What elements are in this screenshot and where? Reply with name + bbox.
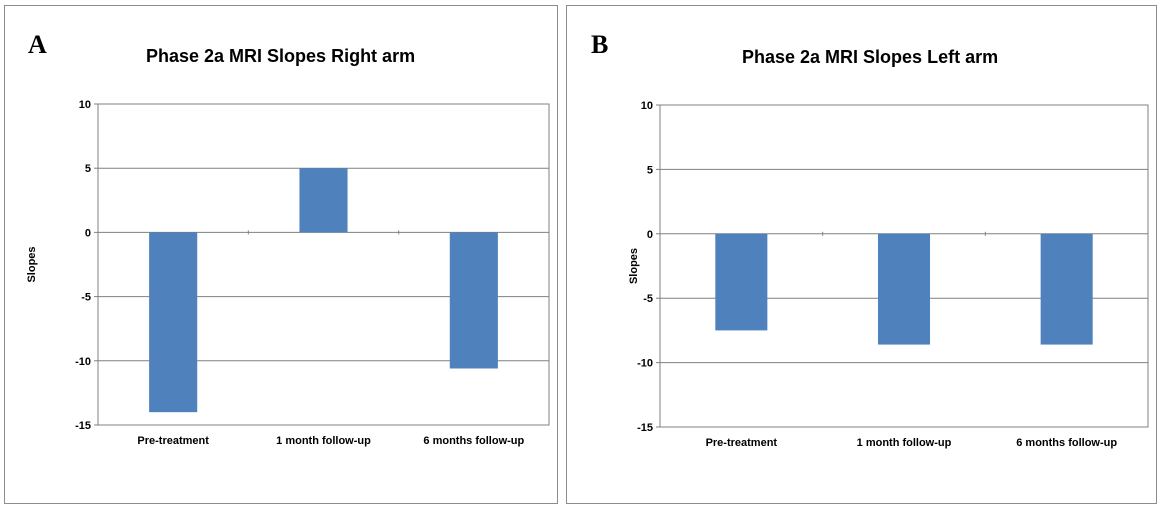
x-tick-label: 1 month follow-up bbox=[857, 437, 952, 449]
y-tick-label: 5 bbox=[647, 164, 653, 176]
y-axis-title: Slopes bbox=[628, 248, 640, 284]
chart-title-a: Phase 2a MRI Slopes Right arm bbox=[146, 46, 416, 66]
x-tick-label: 6 months follow-up bbox=[423, 435, 524, 447]
chart-plot-b: 10 5 0 -5 -10 -15 Slopes Pre-treatment 1 month f… bbox=[628, 100, 1149, 449]
chart-panel-a: A Phase 2a MRI Slopes Right arm 10 5 0 -5 -1… bbox=[4, 5, 558, 504]
x-tick-label: 1 month follow-up bbox=[276, 435, 371, 447]
bar bbox=[1040, 233, 1093, 345]
y-tick-label: 0 bbox=[85, 227, 91, 239]
y-axis-title: Slopes bbox=[26, 246, 38, 282]
panel-label-a: A bbox=[28, 30, 47, 59]
x-tick-label: Pre-treatment bbox=[706, 437, 778, 449]
x-tick-label: 6 months follow-up bbox=[1016, 437, 1117, 449]
chart-panel-b: B Phase 2a MRI Slopes Left arm 10 5 0 -5 -10… bbox=[566, 5, 1157, 504]
y-tick-label: -10 bbox=[75, 356, 91, 368]
y-tick-label: 0 bbox=[647, 229, 653, 241]
chart-title-b: Phase 2a MRI Slopes Left arm bbox=[742, 47, 999, 67]
y-tick-label: -5 bbox=[81, 292, 91, 304]
plot-area bbox=[659, 104, 1149, 428]
bar bbox=[449, 232, 498, 369]
y-tick-label: -10 bbox=[637, 358, 653, 370]
bar bbox=[715, 233, 768, 331]
y-tick-label: -15 bbox=[637, 422, 653, 434]
bar bbox=[149, 232, 198, 413]
y-tick-label: 10 bbox=[79, 99, 91, 111]
y-tick-label: -5 bbox=[643, 293, 653, 305]
y-tick-label: 5 bbox=[85, 163, 91, 175]
x-tick-label: Pre-treatment bbox=[137, 435, 209, 447]
bar bbox=[299, 168, 348, 233]
chart-plot-a: 10 5 0 -5 -10 -15 Slopes Pre-treatment 1 month f… bbox=[26, 99, 550, 447]
y-tick-label: -15 bbox=[75, 420, 91, 432]
plot-area bbox=[97, 103, 550, 426]
y-tick-label: 10 bbox=[641, 100, 653, 112]
bar bbox=[877, 233, 931, 345]
panel-label-b: B bbox=[591, 30, 609, 59]
